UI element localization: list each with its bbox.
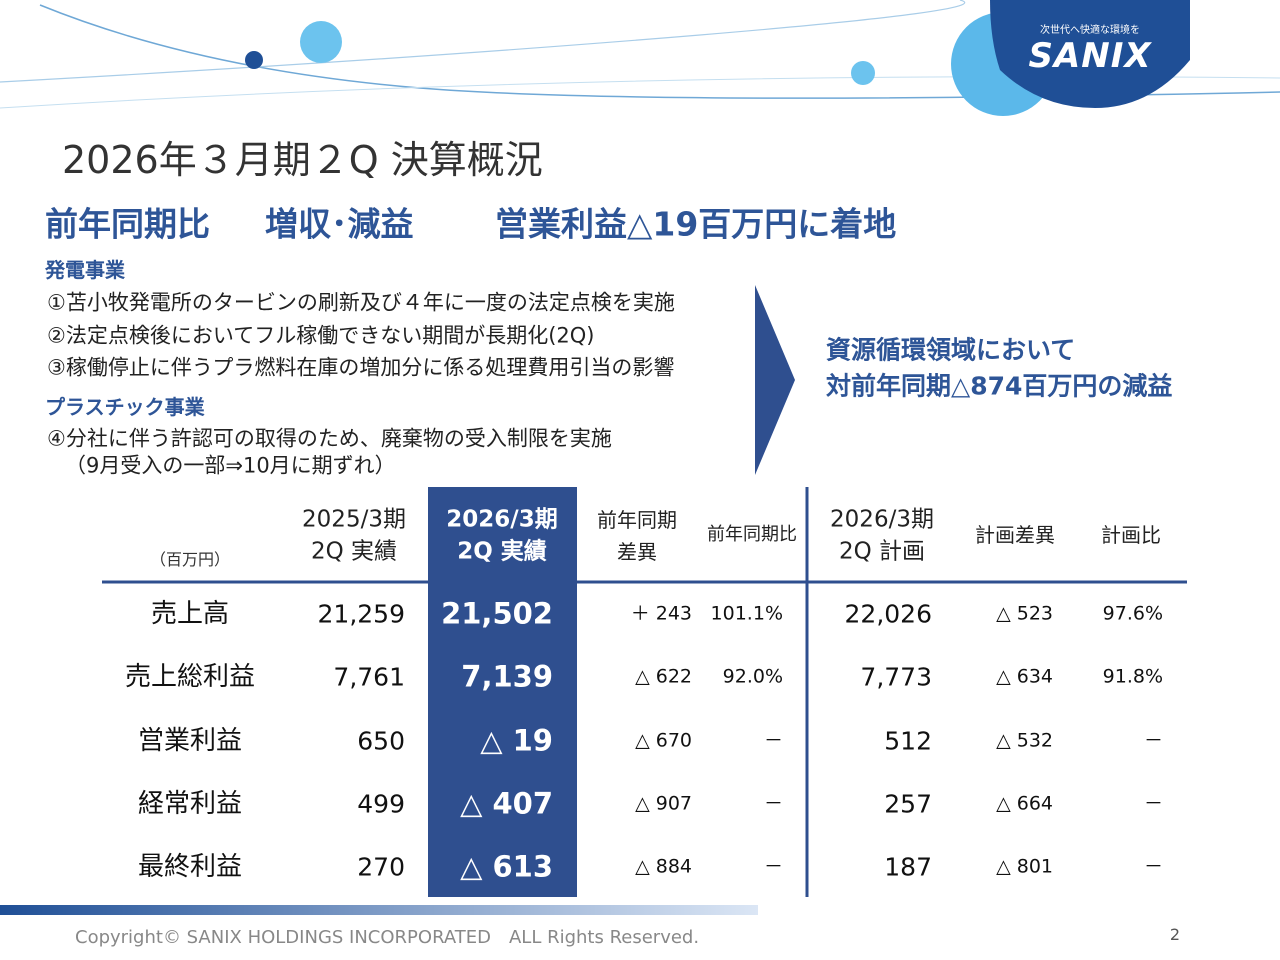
column-header: 差異 <box>617 540 657 564</box>
callout-line: 対前年同期△874百万円の減益 <box>826 371 1173 401</box>
table-cell: － <box>1143 855 1163 878</box>
table-cell: － <box>1143 729 1163 752</box>
table-cell: △ 884 <box>635 855 692 878</box>
table-unit: （百万円） <box>149 550 231 569</box>
logo-name: SANIX <box>1028 36 1152 76</box>
table-cell: 7,761 <box>333 662 405 692</box>
table-cell: 257 <box>884 789 932 819</box>
headline: 営業利益△19百万円に着地 <box>495 204 897 244</box>
table-cell: △ 907 <box>635 792 692 815</box>
section-item: ②法定点検後においてフル稼働できない期間が長期化(2Q) <box>47 323 595 348</box>
section-item: ①苫小牧発電所のタービンの刷新及び４年に一度の法定点検を実施 <box>47 290 675 315</box>
table-cell: △ 407 <box>460 786 553 821</box>
table-cell: △ 664 <box>996 792 1053 815</box>
row-label: 売上総利益 <box>124 662 256 692</box>
table-cell: △ 801 <box>996 855 1053 878</box>
table-cell: △ 613 <box>460 849 553 884</box>
column-header: 2Q 計画 <box>838 538 926 565</box>
table-cell: 187 <box>884 852 932 882</box>
section-heading: プラスチック事業 <box>45 395 205 419</box>
column-header: 前年同期 <box>597 508 677 532</box>
row-label: 売上高 <box>150 599 230 629</box>
table-cell: △ 523 <box>996 602 1053 625</box>
table-cell: 91.8% <box>1102 665 1163 688</box>
table-cell: 101.1% <box>710 602 783 625</box>
table-cell: 270 <box>357 852 405 882</box>
table-cell: 97.6% <box>1102 602 1163 625</box>
copyright: Copyright© SANIX HOLDINGS INCORPORATED A… <box>75 927 700 948</box>
section-heading: 発電事業 <box>45 258 125 282</box>
table-cell: △ 634 <box>996 665 1053 688</box>
table-cell: 499 <box>357 789 405 819</box>
page-number: 2 <box>1169 925 1181 944</box>
column-header: 2026/3期 <box>446 506 558 533</box>
table-cell: 512 <box>884 726 932 756</box>
section-item: （9月受入の一部⇒10月に期ずれ） <box>65 453 396 478</box>
row-label: 営業利益 <box>137 726 243 756</box>
column-header: 2Q 実績 <box>457 538 547 565</box>
table-cell: 22,026 <box>844 599 932 629</box>
column-header: 前年同期比 <box>707 524 797 545</box>
table-cell: 650 <box>357 726 405 756</box>
row-label: 最終利益 <box>137 852 243 882</box>
table-cell: － <box>1143 792 1163 815</box>
table-cell: △ 622 <box>635 665 692 688</box>
column-header: 計画比 <box>1101 523 1161 547</box>
column-header: 2025/3期 <box>302 506 406 533</box>
table-cell: ＋ 243 <box>630 602 692 625</box>
table-cell: △ 670 <box>635 729 692 752</box>
table-cell: △ 532 <box>996 729 1053 752</box>
table-cell: 7,139 <box>461 659 553 694</box>
slide-title: 2026年３月期２Q 決算概況 <box>62 138 543 182</box>
headline: 前年同期比 <box>45 204 210 244</box>
table-cell: － <box>763 792 783 815</box>
column-header: 計画差異 <box>975 523 1055 547</box>
column-header: 2026/3期 <box>830 506 934 533</box>
row-label: 経常利益 <box>137 789 243 819</box>
table-cell: 92.0% <box>722 665 783 688</box>
table-cell: 21,502 <box>441 596 553 631</box>
table-cell: － <box>763 855 783 878</box>
column-header: 2Q 実績 <box>310 538 398 565</box>
table-cell: 7,773 <box>860 662 932 692</box>
table-cell: 21,259 <box>317 599 405 629</box>
logo-tagline: 次世代へ快適な環境を <box>1040 25 1140 36</box>
table-cell: － <box>763 729 783 752</box>
section-item: ④分社に伴う許認可の取得のため、廃棄物の受入制限を実施 <box>47 426 612 451</box>
callout-line: 資源循環領域において <box>826 335 1076 365</box>
table-cell: △ 19 <box>480 723 553 758</box>
section-item: ③稼働停止に伴うプラ燃料在庫の増加分に係る処理費用引当の影響 <box>47 355 675 380</box>
headline: 増収･減益 <box>265 204 414 244</box>
